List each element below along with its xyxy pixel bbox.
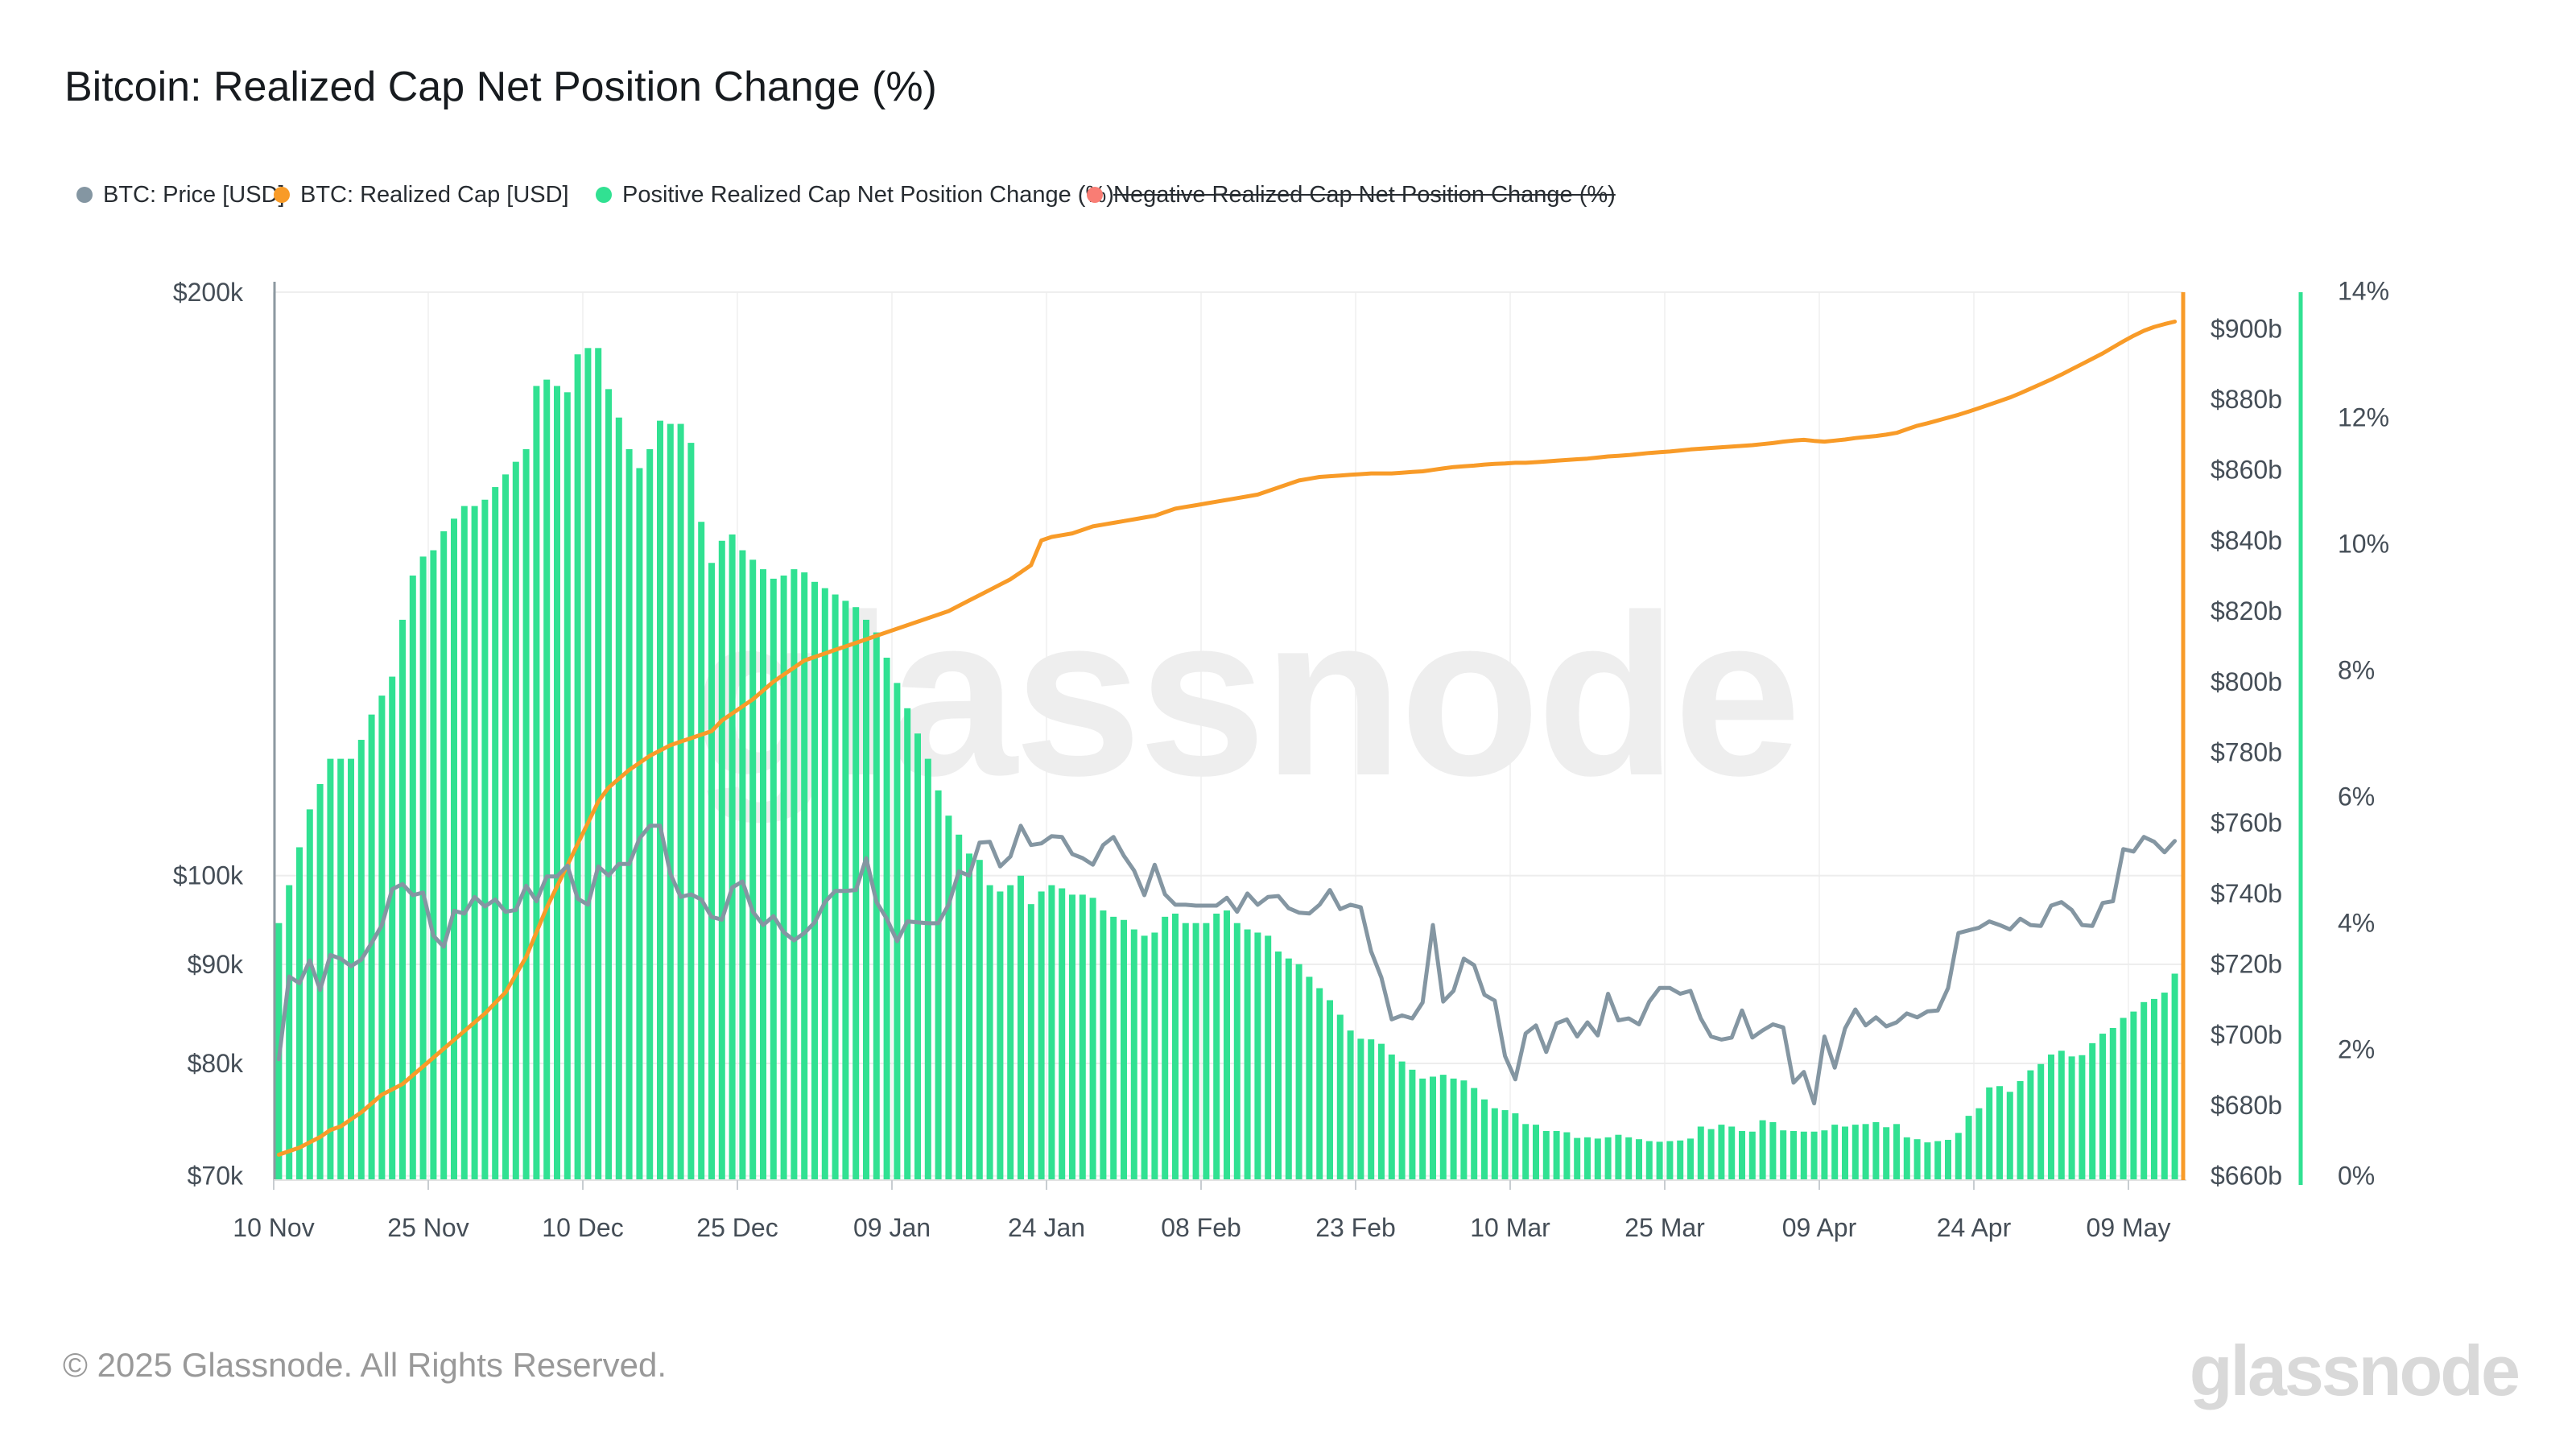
svg-text:14%: 14% xyxy=(2338,277,2389,306)
price-line xyxy=(276,824,2178,1106)
svg-text:$680b: $680b xyxy=(2211,1091,2282,1120)
svg-text:10 Nov: 10 Nov xyxy=(233,1213,314,1242)
positive-change-bars xyxy=(275,348,2178,1180)
svg-text:8%: 8% xyxy=(2338,656,2375,685)
svg-text:08 Feb: 08 Feb xyxy=(1161,1213,1241,1242)
svg-text:25 Nov: 25 Nov xyxy=(387,1213,469,1242)
svg-text:09 May: 09 May xyxy=(2087,1213,2171,1242)
svg-text:$100k: $100k xyxy=(173,861,244,890)
svg-text:25 Mar: 25 Mar xyxy=(1624,1213,1705,1242)
svg-text:$860b: $860b xyxy=(2211,456,2282,485)
glassnode-logo: glassnode xyxy=(2189,1331,2520,1410)
svg-text:10 Dec: 10 Dec xyxy=(542,1213,623,1242)
x-axis-labels: 10 Nov 25 Nov 10 Dec 25 Dec 09 Jan 24 Jan 08 F… xyxy=(233,1213,2170,1242)
footer-copyright: © 2025 Glassnode. All Rights Reserved. xyxy=(63,1346,667,1384)
svg-text:$840b: $840b xyxy=(2211,526,2282,555)
svg-text:24 Apr: 24 Apr xyxy=(1937,1213,2012,1242)
realized-cap-line xyxy=(276,320,2178,1157)
svg-text:6%: 6% xyxy=(2338,782,2375,811)
svg-text:0%: 0% xyxy=(2338,1162,2375,1191)
legend-item-label: Positive Realized Cap Net Position Chang… xyxy=(622,181,1114,208)
svg-text:09 Apr: 09 Apr xyxy=(1782,1213,1857,1242)
svg-text:24 Jan: 24 Jan xyxy=(1008,1213,1085,1242)
legend-item-label: BTC: Realized Cap [USD] xyxy=(300,181,569,208)
legend-item-negative-change[interactable]: Negative Realized Cap Net Position Chang… xyxy=(1087,179,1616,211)
svg-text:$80k: $80k xyxy=(188,1049,244,1078)
svg-text:12%: 12% xyxy=(2338,403,2389,432)
legend-item-positive-change[interactable]: Positive Realized Cap Net Position Chang… xyxy=(596,179,1114,211)
svg-text:$780b: $780b xyxy=(2211,738,2282,767)
x-tick-marks xyxy=(273,1180,2129,1190)
price-axis-labels: $200k $100k $90k $80k $70k xyxy=(173,278,244,1191)
svg-text:23 Feb: 23 Feb xyxy=(1315,1213,1396,1242)
svg-text:$820b: $820b xyxy=(2211,597,2282,625)
svg-text:4%: 4% xyxy=(2338,909,2375,938)
svg-text:2%: 2% xyxy=(2338,1035,2375,1064)
svg-text:09 Jan: 09 Jan xyxy=(853,1213,931,1242)
legend-dot-icon xyxy=(596,187,612,203)
svg-text:$700b: $700b xyxy=(2211,1020,2282,1049)
svg-text:10 Mar: 10 Mar xyxy=(1470,1213,1550,1242)
svg-text:10%: 10% xyxy=(2338,530,2389,559)
legend-item-label: BTC: Price [USD] xyxy=(103,181,285,208)
legend-dot-icon xyxy=(274,187,290,203)
legend-item-label: Negative Realized Cap Net Position Chang… xyxy=(1113,181,1616,208)
svg-text:25 Dec: 25 Dec xyxy=(696,1213,778,1242)
svg-text:$70k: $70k xyxy=(188,1162,244,1191)
svg-text:$200k: $200k xyxy=(173,278,244,307)
legend-item-price[interactable]: BTC: Price [USD] xyxy=(76,179,285,211)
legend-dot-icon xyxy=(76,187,93,203)
svg-text:$720b: $720b xyxy=(2211,950,2282,979)
svg-text:$900b: $900b xyxy=(2211,314,2282,343)
page-title: Bitcoin: Realized Cap Net Position Chang… xyxy=(64,64,937,110)
legend-dot-icon xyxy=(1087,187,1103,203)
svg-text:$800b: $800b xyxy=(2211,667,2282,696)
svg-text:$880b: $880b xyxy=(2211,385,2282,414)
legend: BTC: Price [USD] BTC: Realized Cap [USD] P… xyxy=(0,179,2576,211)
realized-cap-axis-labels: $900b $880b $860b $840b $820b $800b $780b $760b… xyxy=(2211,314,2282,1190)
legend-item-realized-cap[interactable]: BTC: Realized Cap [USD] xyxy=(274,179,569,211)
svg-text:$760b: $760b xyxy=(2211,808,2282,837)
svg-text:$90k: $90k xyxy=(188,950,244,979)
pct-axis-labels: 14% 12% 10% 8% 6% 4% 2% 0% xyxy=(2338,277,2389,1191)
svg-text:$740b: $740b xyxy=(2211,879,2282,908)
svg-text:$660b: $660b xyxy=(2211,1162,2282,1191)
